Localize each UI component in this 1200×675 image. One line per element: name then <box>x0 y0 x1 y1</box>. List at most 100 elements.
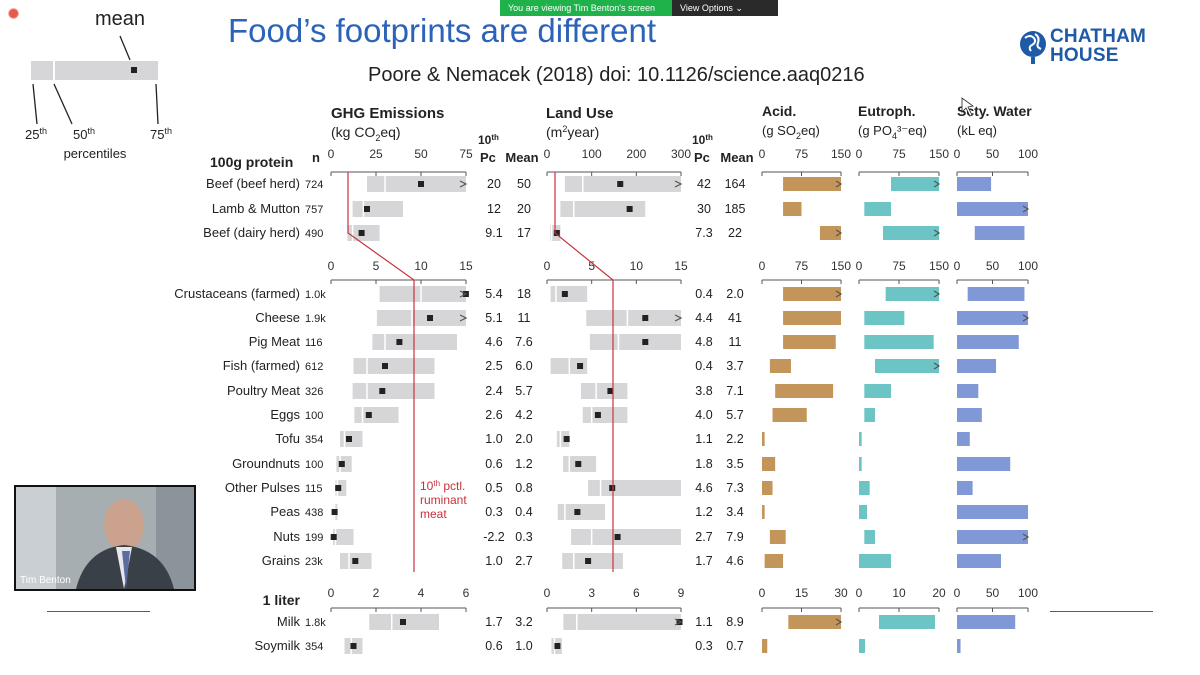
ghg-overflow-arrow <box>459 180 468 188</box>
ghg-pc-value: 2.4 <box>485 384 502 398</box>
acid-bar <box>788 615 841 629</box>
land-tick-label: 200 <box>626 147 646 161</box>
legend-key-percentiles-label: percentiles <box>64 146 127 161</box>
row-n: 115 <box>305 483 323 495</box>
land-mean-value: 185 <box>725 202 746 216</box>
ghg-pc-header: Pc <box>480 150 496 165</box>
ghg-pc-value: 0.5 <box>485 481 502 495</box>
ghg-mean-marker <box>358 230 365 236</box>
eutro-bar <box>864 202 891 216</box>
ghg-mean-value: 0.3 <box>515 530 532 544</box>
ghg-tick-label: 25 <box>369 147 383 161</box>
water-tick-label: 100 <box>1018 259 1038 273</box>
water-bar <box>957 505 1028 519</box>
ghg-overflow-arrow <box>459 314 468 322</box>
ghg-reference-line <box>347 172 415 572</box>
acid-unit: (g SO2eq) <box>762 123 820 141</box>
ghg-pc-value: 1.7 <box>485 615 502 629</box>
land-tick-label: 5 <box>588 259 595 273</box>
row-n: 100 <box>305 410 323 422</box>
land-pc-value: 3.8 <box>695 384 712 398</box>
land-mean-value: 2.0 <box>726 287 743 301</box>
ghg-pc-header-10: 10th <box>478 133 499 147</box>
water-tick-label: 50 <box>986 586 1000 600</box>
ghg-pc-value: 5.4 <box>485 287 502 301</box>
acid-overflow-arrow <box>835 229 843 237</box>
eutro-bar <box>864 335 934 349</box>
water-bar <box>957 481 973 495</box>
ghg-mean-marker <box>400 619 406 625</box>
land-pc-value: 30 <box>697 202 711 216</box>
ghg-mean-value: 17 <box>517 226 531 240</box>
acid-title: Acid. <box>762 103 796 119</box>
legend-key-mean-marker <box>131 67 137 73</box>
ghg-mean-marker <box>418 181 424 187</box>
water-tick-label: 0 <box>954 586 961 600</box>
land-mean-value: 7.9 <box>726 530 743 544</box>
ghg-mean-marker <box>427 315 433 321</box>
acid-bar <box>819 226 841 240</box>
row-label: Soymilk <box>254 638 300 653</box>
land-tick-label: 10 <box>630 259 644 273</box>
row-label: Cheese <box>255 310 300 325</box>
land-box <box>563 614 681 630</box>
participant-video[interactable]: Tim Benton <box>14 485 196 591</box>
ghg-pc-value: 2.5 <box>485 359 502 373</box>
ghg-tick-label: 10 <box>414 259 428 273</box>
row-label: Lamb & Mutton <box>212 201 300 216</box>
land-overflow-arrow <box>674 180 683 188</box>
ghg-box <box>376 310 466 326</box>
row-label: Pig Meat <box>249 334 301 349</box>
row-label: Other Pulses <box>225 480 301 495</box>
ghg-mean-value: 0.8 <box>515 481 532 495</box>
ghg-mean-value: 0.4 <box>515 505 532 519</box>
acid-bar <box>762 457 776 471</box>
land-box <box>582 407 628 423</box>
land-mean-value: 5.7 <box>726 408 743 422</box>
divider-left <box>47 611 150 612</box>
land-mean-marker <box>577 363 584 369</box>
acid-overflow-arrow <box>835 618 843 626</box>
land-pc-value: 1.8 <box>695 457 712 471</box>
ghg-mean-marker <box>346 436 352 442</box>
row-label: Milk <box>277 614 301 629</box>
ghg-mean-marker <box>396 339 403 345</box>
land-mean-value: 22 <box>728 226 742 240</box>
water-tick-label: 100 <box>1018 147 1038 161</box>
ghg-tick-label: 0 <box>328 259 335 273</box>
legend-key-mean-label: mean <box>95 8 145 30</box>
row-n: 100 <box>305 459 323 471</box>
row-n: 23k <box>305 556 323 568</box>
ghg-pc-value: 2.6 <box>485 408 502 422</box>
eutro-tick-label: 10 <box>892 586 906 600</box>
row-label: Groundnuts <box>232 456 300 471</box>
row-label: Nuts <box>273 529 300 544</box>
ghg-title: GHG Emissions <box>331 105 444 122</box>
eutro-tick-label: 75 <box>892 259 906 273</box>
land-pc-value: 0.4 <box>695 287 712 301</box>
water-bar <box>974 226 1025 240</box>
row-n: 199 <box>305 532 323 544</box>
ghg-pc-value: 1.0 <box>485 554 502 568</box>
land-mean-value: 0.7 <box>726 639 743 653</box>
land-pc-value: 0.4 <box>695 359 712 373</box>
water-overflow-arrow <box>1022 533 1030 541</box>
ghg-box <box>372 334 457 350</box>
eutro-bar <box>859 554 891 568</box>
legend-key-p50-arrow <box>53 83 73 125</box>
eutro-bar <box>875 359 939 373</box>
water-bar <box>957 335 1019 349</box>
water-bar <box>957 384 979 398</box>
eutro-bar <box>864 408 875 422</box>
view-options-button[interactable]: View Options ⌄ <box>672 0 778 16</box>
eutro-bar <box>879 615 935 629</box>
acid-bar <box>769 359 791 373</box>
land-reference-line <box>554 172 614 572</box>
ghg-pc-value: -2.2 <box>483 530 505 544</box>
land-tick-label: 0 <box>544 259 551 273</box>
water-bar <box>957 202 1028 216</box>
row-n: 1.8k <box>305 617 326 629</box>
land-pc-value: 1.7 <box>695 554 712 568</box>
eutro-bar <box>864 311 905 325</box>
land-mean-marker <box>594 412 601 418</box>
